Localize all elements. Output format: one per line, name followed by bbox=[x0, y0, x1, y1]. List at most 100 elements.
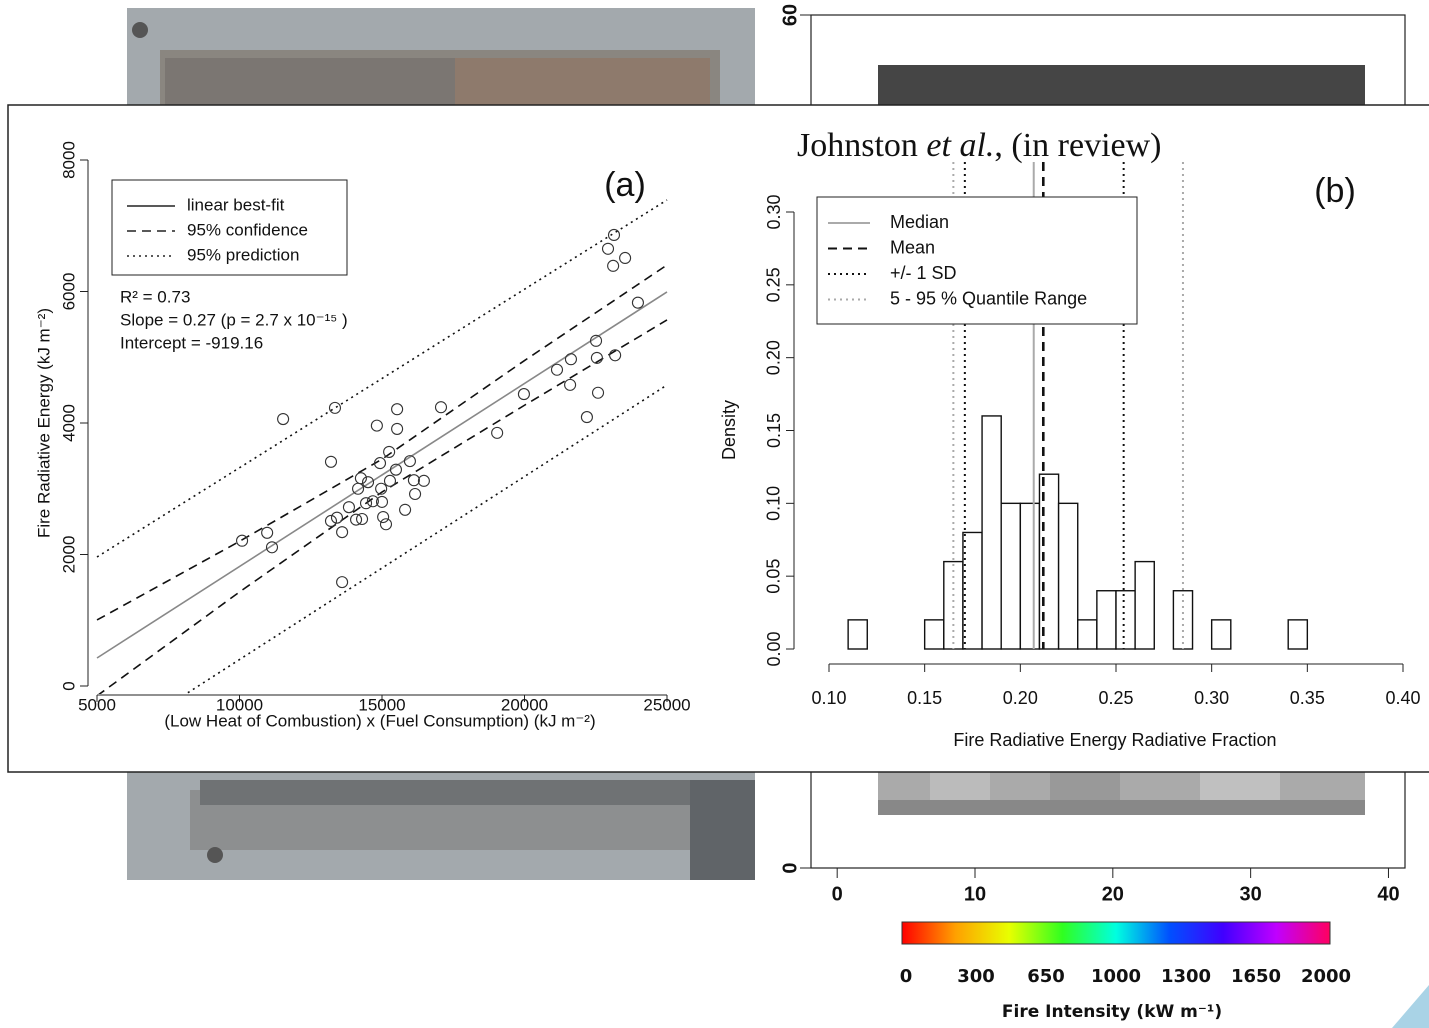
data-point bbox=[607, 228, 621, 242]
data-point bbox=[417, 474, 430, 487]
panel-label: (b) bbox=[1314, 172, 1356, 210]
data-point bbox=[391, 403, 404, 416]
x-tick-label: 20000 bbox=[501, 695, 548, 714]
data-point bbox=[261, 526, 274, 539]
data-point bbox=[375, 482, 388, 495]
data-point bbox=[607, 259, 620, 272]
bar bbox=[1000, 502, 1022, 650]
fit-line bbox=[98, 319, 668, 694]
data-point bbox=[389, 463, 403, 476]
data-point bbox=[336, 576, 349, 589]
corner-shape bbox=[1392, 985, 1429, 1028]
data-point bbox=[601, 242, 615, 255]
y-tick-label: 0.05 bbox=[764, 559, 784, 594]
legend-label: 95% confidence bbox=[187, 220, 308, 239]
data-point bbox=[491, 426, 504, 439]
x-tick-label: 25000 bbox=[643, 695, 690, 714]
y-tick-label: 0.15 bbox=[764, 413, 784, 448]
data-point bbox=[375, 495, 389, 508]
fit-line bbox=[96, 199, 668, 558]
colorbar-label: 1300 bbox=[1161, 966, 1211, 987]
bar bbox=[923, 619, 945, 650]
x-tick-label: 0.20 bbox=[1003, 688, 1038, 708]
legend-label: Median bbox=[890, 212, 949, 232]
y-axis-title: Density bbox=[719, 400, 739, 460]
data-point bbox=[383, 474, 397, 487]
y-tick-label: 6000 bbox=[59, 273, 78, 311]
y-tick-label: 2000 bbox=[59, 536, 78, 574]
x-tick-label: 0.25 bbox=[1098, 688, 1133, 708]
bar bbox=[1096, 590, 1117, 650]
x-tick-label: 0.30 bbox=[1194, 688, 1229, 708]
legend-label: +/- 1 SD bbox=[890, 263, 957, 283]
fit-line bbox=[96, 291, 668, 659]
stat-text: Slope = 0.27 (p = 2.7 x 10⁻¹⁵ ) bbox=[120, 310, 348, 329]
colorbar-label: 300 bbox=[957, 966, 995, 987]
data-point bbox=[590, 351, 603, 364]
data-point bbox=[434, 401, 448, 414]
bar bbox=[1115, 590, 1136, 650]
bar bbox=[943, 560, 964, 650]
bar bbox=[1210, 619, 1232, 650]
colorbar-label: 1000 bbox=[1091, 966, 1141, 987]
data-point bbox=[336, 526, 349, 539]
citation: Johnston et al., (in review) bbox=[797, 127, 1162, 164]
x-tick-label: 40 bbox=[1377, 883, 1399, 905]
data-point bbox=[373, 457, 387, 470]
colorbar-label: 0 bbox=[900, 966, 913, 987]
y-axis-title: Fire Radiative Energy (kJ m⁻²) bbox=[34, 308, 53, 538]
fit-line bbox=[96, 264, 668, 621]
citation-part: Johnston bbox=[797, 127, 926, 164]
data-point bbox=[370, 419, 383, 432]
fit-line bbox=[184, 384, 668, 694]
data-point bbox=[350, 513, 363, 526]
data-point bbox=[383, 445, 396, 458]
bar bbox=[1019, 502, 1041, 650]
colorbar-label: 2000 bbox=[1301, 966, 1351, 987]
colorbar-layer: 0 300 650 1000 1300 1650 2000 Fire Intensity (k… bbox=[888, 921, 1429, 1028]
bar bbox=[1077, 619, 1098, 650]
panel-label: (a) bbox=[604, 166, 646, 204]
x-tick-label: 10000 bbox=[216, 695, 263, 714]
data-point bbox=[391, 422, 404, 435]
data-point bbox=[517, 388, 530, 401]
y-tick-label: 0.00 bbox=[764, 631, 784, 666]
data-point bbox=[564, 353, 578, 366]
y-tick-label: 8000 bbox=[59, 141, 78, 179]
data-point bbox=[399, 503, 412, 516]
x-tick-label: 0.10 bbox=[811, 688, 846, 708]
background-bar bbox=[878, 65, 1365, 105]
data-point bbox=[407, 474, 420, 487]
overlay-panel: 0 2000 4000 6000 8000 5000 10000 15000 20000 2500… bbox=[7, 104, 1429, 773]
bar bbox=[1057, 502, 1079, 650]
data-point bbox=[379, 518, 393, 531]
x-tick-label: 0 bbox=[832, 883, 843, 905]
data-point bbox=[403, 455, 416, 468]
data-point bbox=[564, 378, 577, 391]
citation-part: , (in review) bbox=[994, 127, 1161, 164]
bar bbox=[847, 619, 868, 650]
data-point bbox=[265, 541, 279, 554]
data-point bbox=[324, 514, 338, 528]
data-point bbox=[591, 386, 605, 399]
data-point bbox=[324, 455, 338, 468]
legend-box bbox=[111, 179, 348, 276]
x-axis-title: Fire Radiative Energy Radiative Fraction bbox=[953, 730, 1276, 750]
x-tick-label: 0.15 bbox=[907, 688, 942, 708]
legend-label: 5 - 95 % Quantile Range bbox=[890, 288, 1087, 308]
y-tick-label: 0 bbox=[779, 862, 801, 873]
x-tick-label: 0.35 bbox=[1290, 688, 1325, 708]
colorbar-title: Fire Intensity (kW m⁻¹) bbox=[1002, 1002, 1222, 1022]
bar bbox=[1134, 560, 1155, 650]
x-axis-title: (Low Heat of Combustion) x (Fuel Consump… bbox=[164, 711, 595, 730]
bar bbox=[981, 415, 1002, 650]
legend-label: Mean bbox=[890, 237, 935, 257]
data-point bbox=[236, 534, 249, 547]
data-point bbox=[342, 501, 355, 514]
citation-part: et al. bbox=[926, 127, 994, 164]
legend-label: linear best-fit bbox=[187, 195, 285, 214]
data-point bbox=[330, 511, 344, 524]
legend-label: 95% prediction bbox=[187, 245, 299, 264]
